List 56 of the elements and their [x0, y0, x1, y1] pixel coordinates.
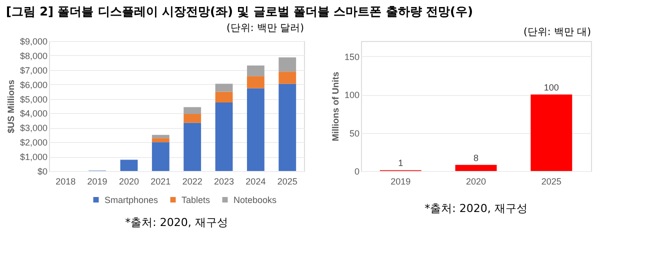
chart-subtitle: (단위: 백만 달러) — [226, 23, 304, 34]
x-tick-label: 2025 — [277, 176, 298, 186]
y-tick-label: $0 — [37, 166, 48, 176]
y-tick-label: $4,000 — [20, 108, 48, 119]
y-tick-label: $1,000 — [20, 152, 48, 162]
x-tick-label: 2024 — [246, 176, 266, 186]
x-tick-label: 2025 — [541, 176, 562, 186]
y-tick-label: $8,000 — [20, 50, 48, 61]
y-tick-label: 150 — [344, 52, 360, 62]
bar — [152, 142, 170, 171]
legend-label: Tablets — [182, 194, 211, 205]
bar — [278, 72, 296, 84]
x-tick-label: 2018 — [56, 176, 76, 186]
bar — [152, 134, 170, 138]
legend-label: Notebooks — [234, 194, 278, 205]
y-tick-label: 100 — [344, 90, 360, 100]
x-tick-label: 2019 — [390, 176, 411, 186]
data-label: 1 — [398, 158, 404, 168]
y-tick-label: 0 — [354, 166, 360, 176]
bar — [152, 138, 170, 142]
y-tick-label: $9,000 — [20, 36, 48, 46]
text: *출처: 2020, 재구성 — [424, 202, 528, 215]
bar — [184, 107, 202, 114]
y-tick-label: 50 — [349, 128, 360, 138]
bar — [530, 94, 572, 171]
bar — [215, 102, 233, 171]
x-tick-label: 2020 — [118, 176, 139, 186]
y-axis-title: Millions of Units — [330, 72, 340, 142]
data-label: 100 — [544, 82, 559, 93]
y-tick-label: $2,000 — [20, 138, 48, 148]
y-tick-label: $5,000 — [20, 94, 48, 104]
bar — [246, 88, 264, 171]
bar — [215, 92, 233, 103]
y-axis-title: $US Millions — [6, 80, 16, 134]
y-tick-label: $7,000 — [20, 65, 48, 76]
data-label: 8 — [473, 152, 479, 163]
bar — [455, 164, 497, 171]
text: *출처: 2020, 재구성 — [125, 216, 228, 229]
bar — [246, 66, 264, 76]
bar — [278, 57, 296, 72]
bar — [246, 76, 264, 88]
bar — [184, 122, 202, 171]
chart-subtitle: (단위: 백만 대) — [523, 27, 592, 38]
bar — [215, 84, 233, 92]
bar — [184, 114, 202, 123]
x-tick-label: 2019 — [87, 176, 108, 186]
y-tick-label: $6,000 — [20, 80, 48, 90]
bar — [278, 84, 296, 171]
x-tick-label: 2021 — [150, 176, 171, 186]
x-tick-label: 2020 — [466, 176, 486, 186]
y-tick-label: $3,000 — [20, 123, 48, 134]
chart-title: [그림 2] 폴더블 디스플레이 시장전망(좌) 및 글로벌 폴더블 스마트폰 출하량 전망(우) — [6, 4, 474, 18]
x-tick-label: 2023 — [214, 176, 234, 186]
legend-label: Smartphones — [104, 194, 159, 205]
bar — [120, 160, 138, 171]
x-tick-label: 2022 — [182, 176, 202, 186]
